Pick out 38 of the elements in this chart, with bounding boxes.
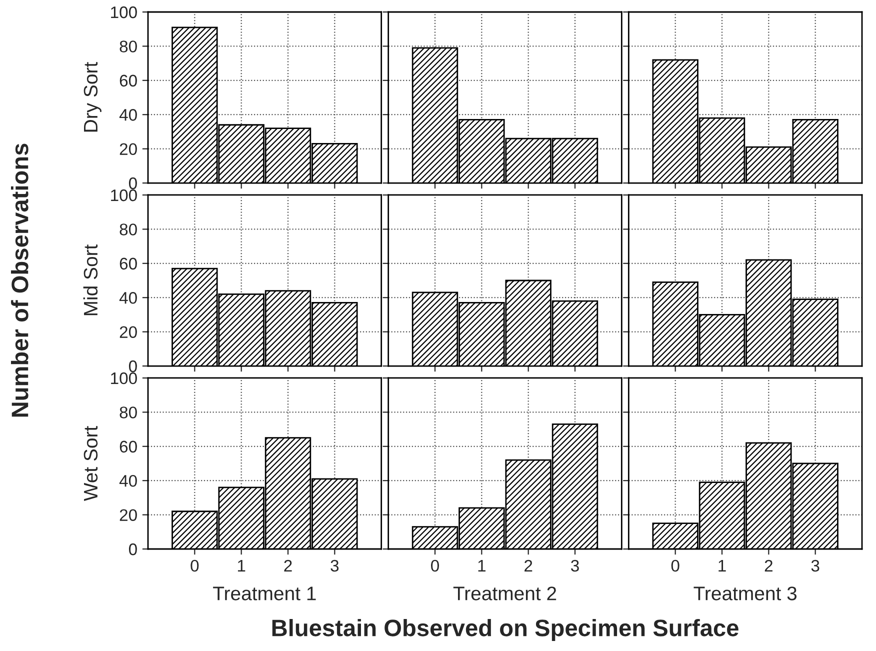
y-axis-title: Wet Sort	[84, 426, 98, 502]
x-tick-label: 2	[764, 560, 772, 572]
y-tick-label: 40	[119, 109, 137, 121]
x-tick-label: 3	[811, 560, 820, 572]
x-tick-label: 3	[571, 560, 579, 572]
y-tick-label: 60	[120, 74, 137, 87]
x-tick-label: 1	[718, 560, 726, 572]
x-tick-label: 0	[671, 560, 680, 572]
y-tick-label: 60	[120, 440, 137, 453]
y-tick-label: 80	[120, 224, 137, 236]
y-tick-label: 20	[120, 326, 137, 338]
x-tick-label: 2	[284, 560, 292, 572]
y-tick-label: 80	[120, 40, 137, 52]
y-axis-title: Dry Sort	[84, 62, 102, 132]
y-tick-label: 0	[128, 543, 137, 556]
x-tick-label: 2	[524, 560, 532, 572]
x-axis-title: Treatment 3	[694, 586, 797, 600]
text: Number of Observations	[10, 144, 28, 417]
y-tick-label: 0	[128, 177, 137, 190]
y-tick-label: 20	[120, 509, 137, 521]
y-tick-label: 20	[120, 143, 137, 156]
y-axis-title: Mid Sort	[83, 244, 98, 316]
y-tick-label: 0	[128, 360, 137, 372]
x-tick-label: 1	[238, 560, 246, 572]
y-tick-label: 100	[111, 6, 137, 18]
x-tick-label: 3	[330, 560, 339, 572]
text: Bluestain Observed on Specimen Surface	[272, 618, 738, 642]
y-tick-label: 60	[120, 258, 137, 270]
y-tick-label: 100	[111, 372, 137, 384]
x-tick-label: 1	[478, 560, 486, 572]
x-axis-title: Treatment 1	[213, 586, 316, 600]
y-tick-label: 40	[119, 474, 137, 487]
y-tick-label: 100	[111, 189, 137, 202]
x-tick-label: 0	[190, 560, 199, 572]
x-tick-label: 0	[431, 560, 439, 572]
y-tick-label: 40	[119, 292, 137, 304]
x-axis-title: Treatment 2	[453, 586, 556, 600]
y-tick-label: 80	[120, 406, 137, 418]
